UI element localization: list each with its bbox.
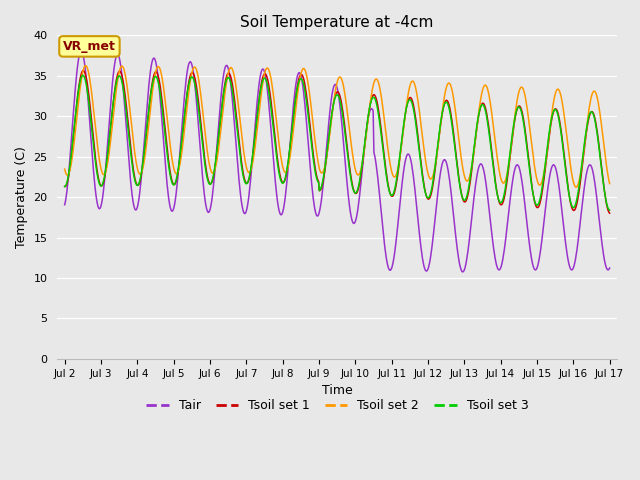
Legend: Tair, Tsoil set 1, Tsoil set 2, Tsoil set 3: Tair, Tsoil set 1, Tsoil set 2, Tsoil se… xyxy=(141,395,533,418)
Text: VR_met: VR_met xyxy=(63,40,116,53)
X-axis label: Time: Time xyxy=(322,384,353,397)
Title: Soil Temperature at -4cm: Soil Temperature at -4cm xyxy=(241,15,434,30)
Y-axis label: Temperature (C): Temperature (C) xyxy=(15,146,28,248)
